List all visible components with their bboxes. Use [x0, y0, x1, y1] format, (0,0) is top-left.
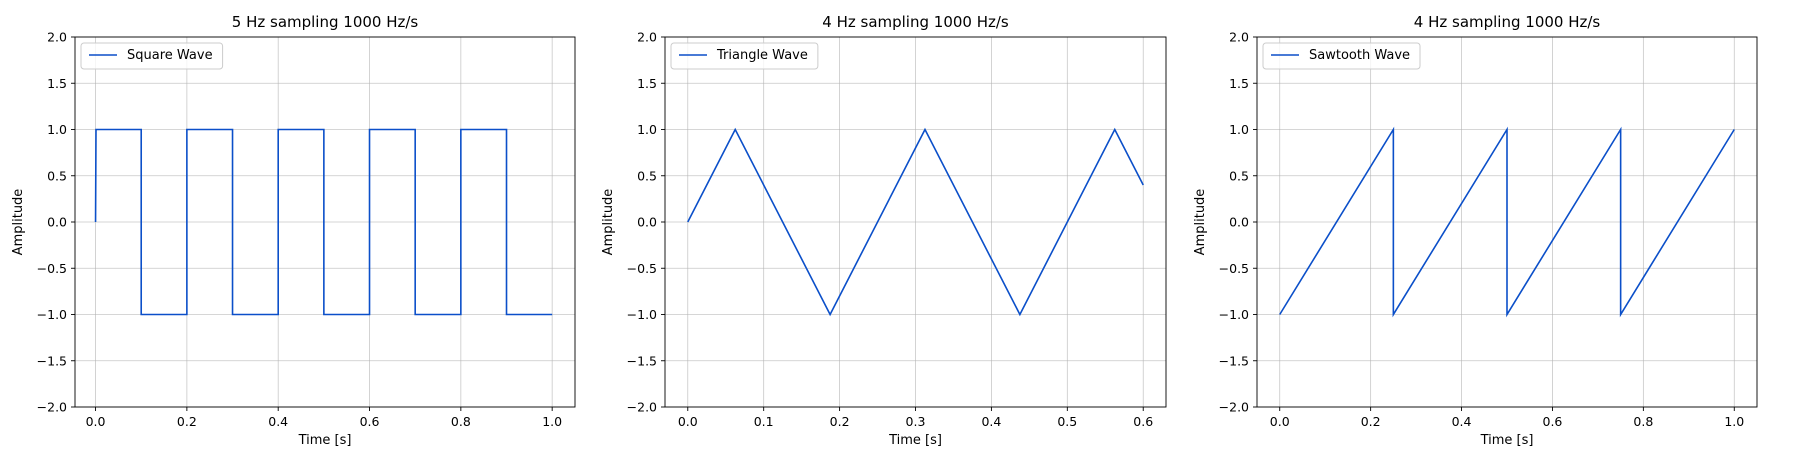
- y-tick-label: 2.0: [1229, 30, 1249, 45]
- axes-frame: [1256, 36, 1758, 408]
- x-tick-label: 0.3: [906, 414, 926, 429]
- y-tick-label: −0.5: [1219, 261, 1249, 276]
- y-tick-label: −1.5: [627, 353, 657, 368]
- chart-panel-1: 0.0 0.2 0.4 0.6 0.8 1.0 −2.0 −1.5 −1.0 −0.5 0.0 0.5…: [11, 13, 576, 448]
- legend-box: [1262, 42, 1421, 70]
- y-tick-label: 1.5: [637, 76, 657, 91]
- x-tick-label: 0.0: [678, 414, 698, 429]
- y-tick-label: −0.5: [37, 261, 67, 276]
- y-tick-label: 0.0: [637, 215, 657, 230]
- y-tick-label: 1.5: [47, 76, 67, 91]
- y-tick-label: −0.5: [627, 261, 657, 276]
- legend: Triangle Wave: [670, 42, 819, 70]
- y-axis-label: Amplitude: [11, 189, 26, 256]
- chart-panel-3: 0.0 0.2 0.4 0.6 0.8 1.0 −2.0 −1.5 −1.0 −0.5 0.0 0.5…: [1193, 13, 1758, 448]
- y-tick-label: 0.0: [47, 215, 67, 230]
- y-tick-label: −2.0: [37, 400, 67, 415]
- x-tick-label: 0.6: [1543, 414, 1563, 429]
- x-tick-label: 0.8: [451, 414, 471, 429]
- x-tick-label: 0.2: [1361, 414, 1381, 429]
- axes-frame: [664, 36, 1167, 408]
- legend-box: [670, 42, 819, 70]
- x-axis-label: Time [s]: [1480, 433, 1534, 448]
- legend: Square Wave: [80, 42, 224, 70]
- x-tick-label: 0.4: [981, 414, 1001, 429]
- axes-frame: [74, 36, 576, 408]
- y-tick-label: 0.0: [1229, 215, 1249, 230]
- chart-title: 4 Hz sampling 1000 Hz/s: [822, 13, 1009, 31]
- x-tick-label: 0.2: [830, 414, 850, 429]
- y-axis-label: Amplitude: [601, 189, 616, 256]
- x-tick-label: 0.4: [1452, 414, 1472, 429]
- legend-label: Sawtooth Wave: [1309, 48, 1410, 63]
- y-tick-label: −1.5: [1219, 353, 1249, 368]
- legend-box: [80, 42, 224, 70]
- x-axis-label: Time [s]: [298, 433, 352, 448]
- x-tick-label: 1.0: [542, 414, 562, 429]
- x-tick-label: 0.0: [1270, 414, 1290, 429]
- series-line: [1279, 126, 1735, 318]
- y-tick-label: 2.0: [47, 30, 67, 45]
- y-tick-label: 0.5: [47, 168, 67, 183]
- legend-label: Square Wave: [127, 48, 213, 63]
- chart-title: 5 Hz sampling 1000 Hz/s: [232, 13, 419, 31]
- x-tick-label: 0.1: [754, 414, 774, 429]
- x-tick-label: 1.0: [1724, 414, 1744, 429]
- y-tick-label: −1.0: [627, 307, 657, 322]
- x-tick-label: 0.0: [86, 414, 106, 429]
- y-tick-label: 2.0: [637, 30, 657, 45]
- x-tick-label: 0.5: [1057, 414, 1077, 429]
- x-axis-label: Time [s]: [888, 433, 942, 448]
- chart-panel-2: 0.0 0.1 0.2 0.3 0.4 0.5 0.6 −2.0 −1.5 −1.0 −0.5 0.0…: [601, 13, 1167, 448]
- y-tick-label: −1.0: [1219, 307, 1249, 322]
- x-tick-label: 0.4: [268, 414, 288, 429]
- y-tick-label: −1.5: [37, 353, 67, 368]
- x-tick-label: 0.6: [1133, 414, 1153, 429]
- y-tick-label: 1.5: [1229, 76, 1249, 91]
- series-line: [687, 127, 1144, 317]
- legend: Sawtooth Wave: [1262, 42, 1421, 70]
- legend-label: Triangle Wave: [716, 48, 808, 63]
- y-tick-label: 0.5: [1229, 168, 1249, 183]
- y-tick-label: 0.5: [637, 168, 657, 183]
- y-tick-label: −1.0: [37, 307, 67, 322]
- y-axis-label: Amplitude: [1193, 189, 1208, 256]
- x-tick-label: 0.2: [177, 414, 197, 429]
- y-tick-label: 1.0: [637, 122, 657, 137]
- series-line: [94, 128, 553, 316]
- y-tick-label: −2.0: [1219, 400, 1249, 415]
- x-tick-label: 0.6: [360, 414, 380, 429]
- x-tick-label: 0.8: [1633, 414, 1653, 429]
- chart-title: 4 Hz sampling 1000 Hz/s: [1414, 13, 1601, 31]
- y-tick-label: −2.0: [627, 400, 657, 415]
- y-tick-label: 1.0: [1229, 122, 1249, 137]
- y-tick-label: 1.0: [47, 122, 67, 137]
